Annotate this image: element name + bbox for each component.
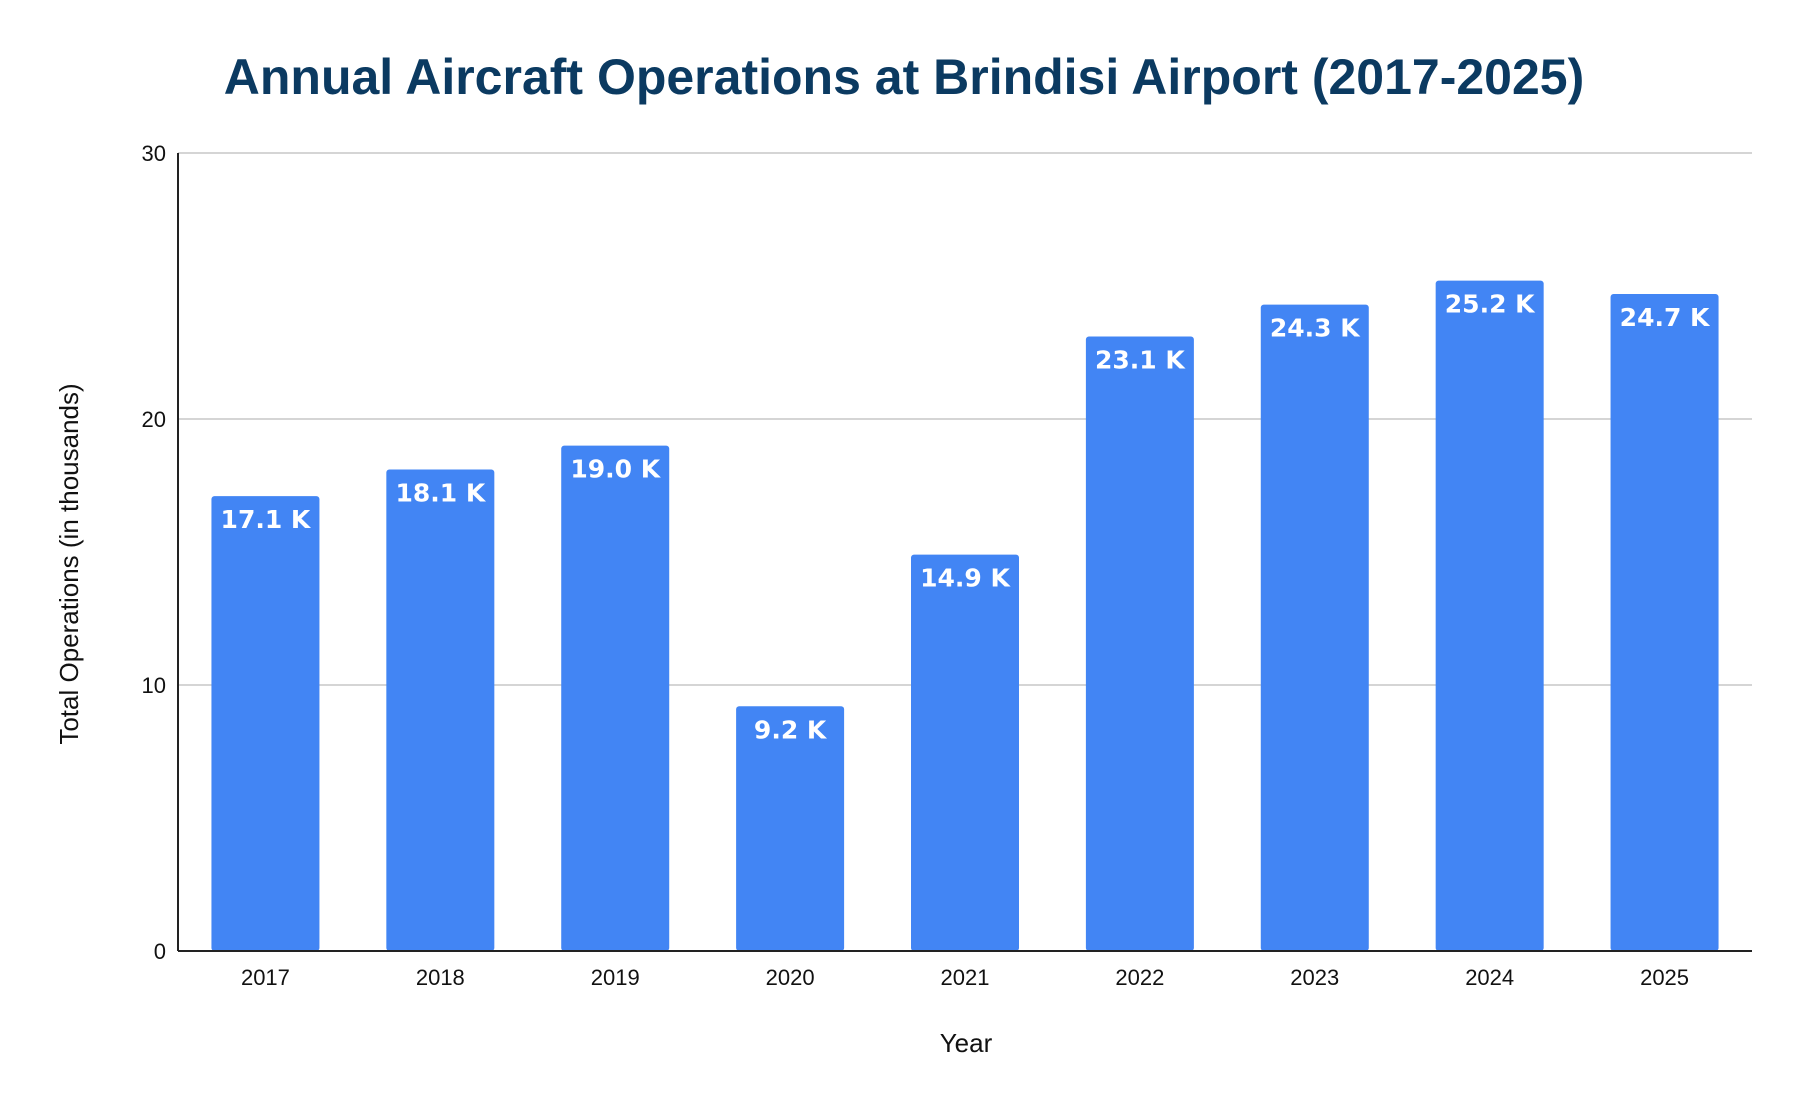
bar-2025: [1610, 293, 1719, 952]
x-tick-label: 2017: [241, 965, 290, 990]
bar-data-label: 14.9 K: [920, 564, 1011, 593]
x-tick-label: 2023: [1290, 965, 1339, 990]
y-tick-label: 20: [142, 407, 166, 432]
bar-2018: [386, 469, 495, 951]
y-tick-label: 10: [142, 673, 166, 698]
chart-title: Annual Aircraft Operations at Brindisi A…: [224, 49, 1585, 105]
x-tick-label: 2022: [1115, 965, 1164, 990]
bar-data-label: 24.3 K: [1270, 314, 1361, 343]
bar-2021: [911, 554, 1019, 951]
bar-data-label: 19.0 K: [570, 455, 661, 484]
bars: [211, 280, 1719, 952]
bar-2020: [736, 706, 845, 951]
y-axis-label: Total Operations (in thousands): [54, 383, 84, 744]
y-axis-ticks: 0 10 20 30: [142, 141, 166, 964]
x-tick-label: 2020: [766, 965, 815, 990]
bar-2017: [211, 496, 320, 951]
x-tick-label: 2025: [1640, 965, 1689, 990]
x-axis-ticks: 2017 2018 2019 2020 2021 2022 2023 2024 2025: [241, 965, 1689, 990]
bar-2022: [1085, 336, 1194, 951]
bar-data-labels: 17.1 K 18.1 K 19.0 K 9.2 K 14.9 K 23.1 K 24.3 …: [221, 290, 1711, 745]
y-tick-label: 30: [142, 141, 166, 166]
bar-data-label: 17.1 K: [221, 505, 312, 534]
x-tick-label: 2021: [941, 965, 990, 990]
bar-data-label: 24.7 K: [1620, 303, 1711, 332]
bar-data-label: 9.2 K: [754, 715, 828, 744]
y-tick-label: 0: [154, 939, 166, 964]
x-tick-label: 2024: [1465, 965, 1514, 990]
x-tick-label: 2019: [591, 965, 640, 990]
bar-2024: [1435, 280, 1544, 951]
bar-data-label: 18.1 K: [395, 479, 486, 508]
x-axis-label: Year: [940, 1028, 993, 1058]
bar-2019: [561, 445, 670, 951]
x-tick-label: 2018: [416, 965, 465, 990]
bar-data-label: 23.1 K: [1095, 346, 1186, 375]
bar-data-label: 25.2 K: [1445, 290, 1536, 319]
bar-2023: [1260, 304, 1369, 951]
